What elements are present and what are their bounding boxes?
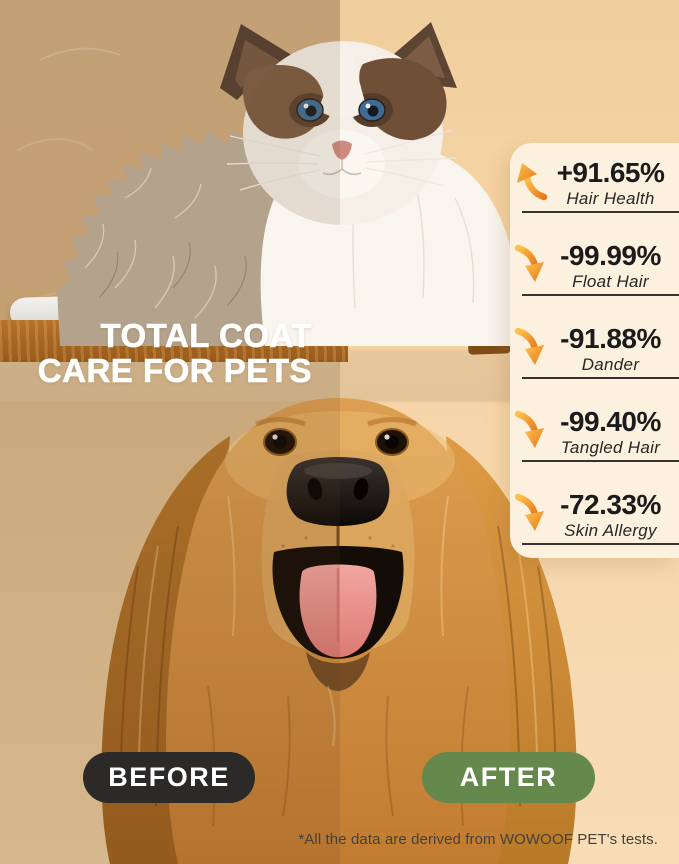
before-badge: BEFORE (83, 752, 255, 803)
stat-label: Tangled Hair (560, 438, 661, 457)
cat-photo (57, 22, 520, 346)
headline-line2: CARE FOR PETS (37, 352, 312, 389)
cat-eye-right (358, 98, 386, 122)
stat-float-hair: -99.99% Float Hair (510, 226, 679, 309)
dog-chin-shadow (306, 652, 370, 691)
stat-value: -72.33% (560, 489, 661, 520)
stats-card: +91.65% Hair Health -99.99% Float Hair (510, 143, 679, 558)
stat-label: Float Hair (572, 272, 649, 291)
stat-label: Skin Allergy (564, 521, 657, 540)
stat-value: +91.65% (556, 157, 665, 188)
dog-fur-highlights (227, 495, 449, 747)
stat-label: Hair Health (566, 189, 655, 208)
stat-value: -99.99% (560, 240, 661, 271)
trend-down-arrow-icon (514, 327, 544, 365)
stat-label: Dander (581, 355, 640, 374)
cat-messy-fur (57, 130, 307, 346)
after-badge-label: AFTER (459, 762, 558, 792)
dog-brow-left (255, 417, 306, 427)
cat-nose (332, 140, 352, 160)
before-badge-label: BEFORE (108, 762, 230, 792)
cat-fur-shadow-lines (98, 241, 247, 307)
cat-fur-texture (84, 167, 217, 319)
trend-down-arrow-icon (514, 493, 544, 531)
trend-down-arrow-icon (514, 244, 544, 282)
divider (522, 377, 679, 379)
stat-skin-allergy: -72.33% Skin Allergy (510, 475, 679, 558)
trend-up-arrow-icon (517, 163, 548, 201)
stat-tangled-hair: -99.40% Tangled Hair (510, 392, 679, 475)
after-badge: AFTER (422, 752, 595, 803)
stat-value: -91.88% (560, 323, 661, 354)
stat-hair-health: +91.65% Hair Health (510, 143, 679, 226)
cat-blaze (318, 46, 367, 119)
cat-eye-left (296, 98, 324, 122)
stat-dander: -91.88% Dander (510, 309, 679, 392)
divider (522, 543, 679, 545)
stat-value: -99.40% (560, 406, 661, 437)
divider (522, 460, 679, 462)
footnote: *All the data are derived from WOWOOF PE… (298, 831, 658, 848)
divider (522, 211, 679, 213)
divider (522, 294, 679, 296)
dog-eye-right (375, 428, 409, 456)
headline: TOTAL COAT CARE FOR PETS (0, 317, 312, 389)
cat-mouth (322, 160, 362, 176)
dog-eye-left (263, 428, 297, 456)
trend-down-arrow-icon (514, 410, 544, 448)
cat-whiskers (226, 129, 458, 191)
dog-brow-right (367, 417, 417, 427)
headline-line1: TOTAL COAT (100, 317, 312, 354)
dog-nose (286, 457, 390, 526)
